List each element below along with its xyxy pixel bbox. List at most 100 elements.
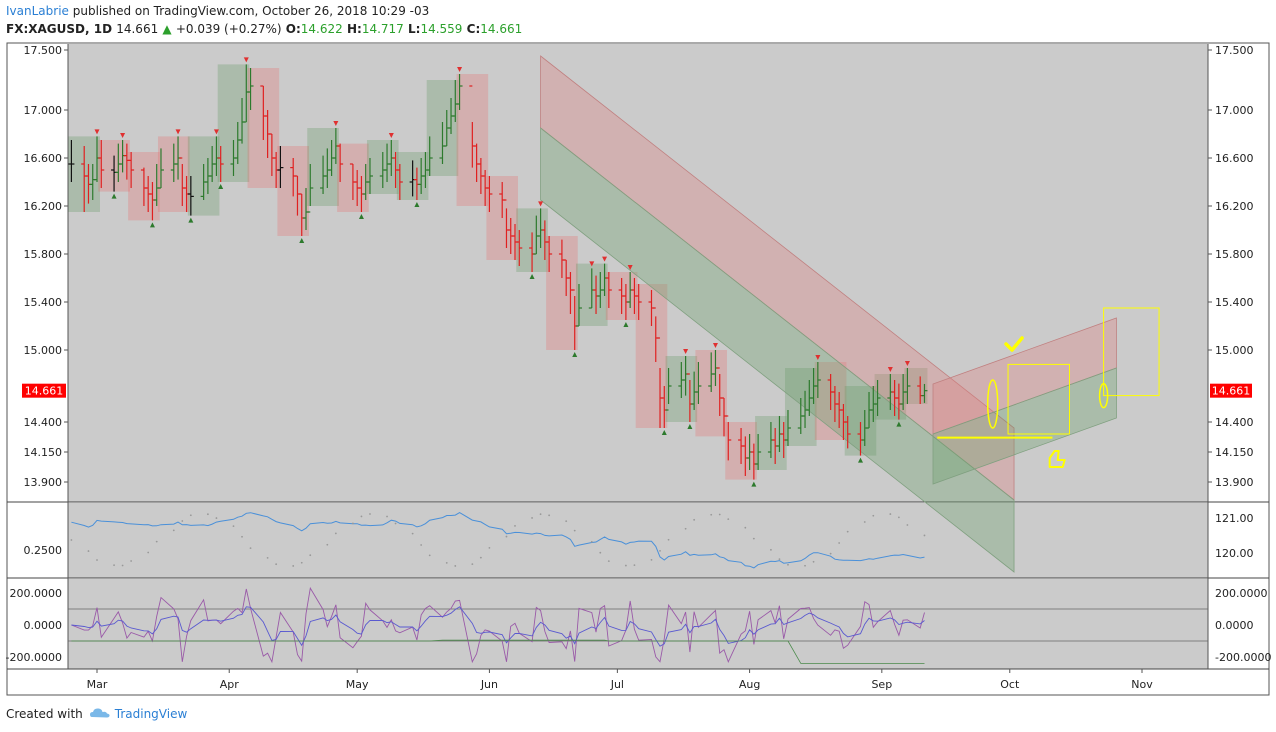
volatility-dot xyxy=(155,540,158,543)
volatility-dot xyxy=(352,522,354,525)
publish-line: IvanLabrie published on TradingView.com,… xyxy=(6,4,429,18)
volatility-dot xyxy=(514,525,516,527)
price-tick-label: 17.000 xyxy=(24,104,63,117)
fractal-low-marker xyxy=(572,352,578,357)
created-with-text: Created with xyxy=(6,707,83,721)
time-tick-label: Oct xyxy=(1000,678,1020,691)
tradingview-logo-icon xyxy=(89,707,111,722)
volatility-dot xyxy=(727,518,730,521)
fractal-low-marker xyxy=(188,217,194,223)
fractal-low-marker xyxy=(358,214,364,219)
price-tick-label: 15.400 xyxy=(1215,296,1254,309)
fractal-high-marker xyxy=(602,256,608,262)
volatility-dot xyxy=(326,543,329,546)
volatility-dot xyxy=(565,520,568,523)
volatility-pane[interactable] xyxy=(68,503,1208,578)
oscillator-trend-line xyxy=(71,639,925,664)
volatility-tick-label: 121.00 xyxy=(1215,512,1254,525)
price-tick-label: 16.200 xyxy=(1215,200,1254,213)
time-tick-label: Jun xyxy=(480,678,498,691)
volatility-dot xyxy=(906,524,909,526)
volatility-dot xyxy=(667,538,670,541)
volatility-dot xyxy=(232,525,235,528)
price-tick-label: 17.500 xyxy=(1215,44,1254,57)
volatility-dot xyxy=(241,535,243,538)
fractal-high-marker xyxy=(120,133,126,138)
volatility-dot xyxy=(531,517,533,519)
volatility-dot xyxy=(650,558,653,561)
price-tick-label: 17.500 xyxy=(24,44,63,57)
fractal-high-marker xyxy=(388,133,394,138)
oscillator-tick-label: 0.0000 xyxy=(1215,619,1254,632)
volatility-dot xyxy=(624,564,627,567)
volatility-dot xyxy=(181,520,184,522)
last-price-tag xyxy=(22,383,66,398)
close-value: 14.661 xyxy=(480,22,523,36)
volatility-dot xyxy=(718,513,721,516)
fractal-high-marker xyxy=(243,57,249,63)
oscillator-tick-label: -200.0000 xyxy=(1215,651,1271,664)
open-value: 14.622 xyxy=(300,22,343,36)
volatility-dot xyxy=(479,556,482,559)
tradingview-link[interactable]: TradingView xyxy=(114,707,188,721)
volatility-dot xyxy=(599,551,602,554)
oscillator-pane[interactable] xyxy=(68,579,1208,669)
price-tick-label: 16.600 xyxy=(24,152,63,165)
main-pane[interactable] xyxy=(68,44,1208,502)
high-value: 14.717 xyxy=(361,22,404,36)
volatility-dot xyxy=(411,532,414,535)
fractal-low-marker xyxy=(414,202,420,207)
fractal-low-marker xyxy=(687,424,693,429)
price-tick-label: 16.200 xyxy=(24,200,63,213)
target-box xyxy=(1103,307,1160,397)
volatility-dot xyxy=(488,546,491,549)
price-tick-label: 15.400 xyxy=(24,296,63,309)
price-tick-label: 15.000 xyxy=(1215,344,1254,357)
author-link[interactable]: IvanLabrie xyxy=(6,4,69,18)
low-value: 14.559 xyxy=(420,22,463,36)
volatility-dot xyxy=(838,542,841,544)
volatility-tick-label: 120.00 xyxy=(1215,547,1254,560)
volatility-dot xyxy=(872,514,875,517)
time-tick-label: Nov xyxy=(1131,678,1153,691)
fractal-high-marker xyxy=(538,201,544,207)
fractal-high-marker xyxy=(815,355,821,360)
volatility-dot xyxy=(693,518,696,521)
volatility-dot xyxy=(275,563,278,566)
fractal-high-marker xyxy=(627,265,633,270)
last-price: 14.661 xyxy=(116,22,159,36)
low-label: L: xyxy=(408,22,421,36)
volatility-dot xyxy=(846,530,849,533)
oscillator-tick-label: 200.0000 xyxy=(1215,587,1268,600)
price-tick-label: 14.150 xyxy=(24,446,63,459)
symbol-label: FX:XAGUSD, 1D xyxy=(6,22,113,36)
volatility-dot xyxy=(659,549,661,552)
price-tick-label: 15.800 xyxy=(24,248,63,261)
volatility-dot xyxy=(471,563,474,566)
fractal-low-marker xyxy=(299,238,305,243)
volatility-dot xyxy=(113,564,115,567)
volatility-dot xyxy=(787,563,789,566)
fractal-low-marker xyxy=(149,222,155,228)
volatility-dot xyxy=(889,513,892,515)
volatility-dot xyxy=(812,560,815,563)
fractal-low-marker xyxy=(218,184,224,189)
time-tick-label: Apr xyxy=(220,678,240,691)
fractal-high-marker xyxy=(457,67,463,72)
volatility-dot xyxy=(710,513,713,516)
volatility-dot xyxy=(360,515,363,518)
volatility-line xyxy=(71,512,925,569)
volatility-dot xyxy=(87,550,90,552)
time-tick-label: Aug xyxy=(739,678,760,691)
volatility-dot xyxy=(215,517,218,519)
fractal-low-marker xyxy=(111,193,117,199)
volatility-dot xyxy=(778,558,781,561)
volatility-dot xyxy=(292,565,295,567)
volatility-dot xyxy=(130,560,133,562)
fractal-high-marker xyxy=(175,129,181,135)
volatility-dot xyxy=(189,514,192,517)
volatility-dot xyxy=(897,516,900,519)
time-tick-label: Mar xyxy=(87,678,108,691)
volatility-dot xyxy=(829,552,832,555)
